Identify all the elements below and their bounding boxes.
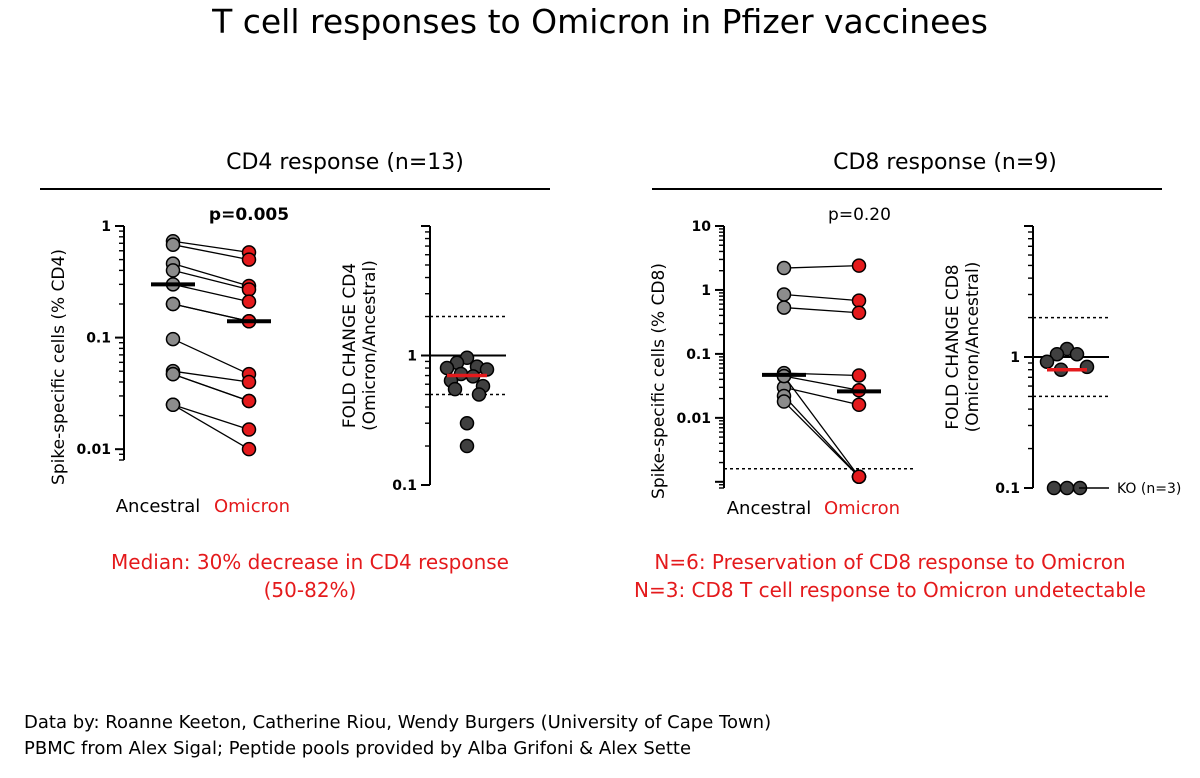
cd4-xlabel-ancestral: Ancestral (116, 496, 201, 517)
cd4-fold-fold-point (459, 438, 475, 454)
cd8-ancestral-point (776, 287, 792, 302)
cd8-fold-ylabel-line2: (Omicron/Ancestral) (963, 262, 983, 433)
cd4-ancestral-point (165, 331, 181, 347)
cd4-omicron-point (241, 294, 257, 309)
cd8-tick-label: 0.1 (686, 347, 711, 363)
cd8-tick-label: 1 (701, 283, 711, 299)
cd4-xlabel-omicron: Omicron (214, 496, 290, 517)
cd4-ylabel: Spike-specific cells (% CD4) (49, 249, 69, 485)
cd4-omicron-point (241, 393, 257, 409)
cd8-fold-fold-point (1049, 346, 1065, 362)
cd8-fold-fold-point (1046, 480, 1062, 496)
cd4-summary-line1: Median: 30% decrease in CD4 response (111, 550, 509, 574)
cd8-fold-tick-label: 0.1 (995, 481, 1020, 497)
cd8-fold-tick-label: 1 (1010, 350, 1020, 366)
cd8-fold-fold-point (1059, 480, 1075, 496)
cd4-pair-line (172, 283, 250, 303)
cd4-pair-line (172, 338, 250, 375)
cd4-section-title: CD4 response (n=13) (226, 150, 464, 175)
cd4-ancestral-point (165, 397, 181, 413)
cd8-summary: N=6: Preservation of CD8 response to Omi… (590, 548, 1190, 604)
cd8-pair-line (783, 306, 860, 314)
cd4-tick-label: 0.01 (76, 442, 111, 458)
cd4-fold-ylabel-line2: (Omicron/Ancestral) (360, 260, 380, 431)
cd8-omicron-point (851, 469, 867, 484)
cd8-ylabel: Spike-specific cells (% CD8) (649, 263, 669, 499)
cd4-tick-label: 1 (101, 219, 111, 235)
cd4-fold-tick-label: 1 (407, 349, 417, 365)
cd4-pair-line (172, 263, 250, 287)
cd8-pair-line (783, 375, 860, 478)
cd8-tick-label: 0.01 (676, 411, 711, 427)
cd8-pvalue: p=0.20 (828, 205, 891, 225)
cd8-pair-line (783, 293, 860, 302)
cd4-ancestral-point (165, 296, 181, 312)
credits-line2: PBMC from Alex Sigal; Peptide pools prov… (24, 738, 692, 759)
cd8-fold-ylabel-line1: FOLD CHANGE CD8 (943, 264, 963, 429)
cd4-omicron-point (241, 422, 257, 437)
cd4-pair-line (172, 303, 250, 322)
cd8-omicron-point (851, 397, 867, 413)
cd4-pair-line (172, 240, 250, 254)
cd8-fold-fold-point (1039, 354, 1055, 369)
cd4-summary: Median: 30% decrease in CD4 response (50… (60, 548, 560, 604)
cd8-pair-line (783, 395, 860, 478)
cd8-pair-line (783, 401, 860, 478)
cd4-omicron-point (241, 374, 257, 390)
cd4-pair-line (172, 373, 250, 402)
cd4-pvalue: p=0.005 (209, 205, 289, 225)
cd8-omicron-point (851, 368, 867, 383)
cd4-pair-line (172, 370, 250, 383)
cd8-fold-fold-point (1079, 359, 1095, 375)
cd8-xlabel-ancestral: Ancestral (727, 498, 812, 519)
cd4-pair-line (172, 404, 250, 431)
cd8-omicron-point (851, 305, 867, 321)
cd4-fold-ylabel-line1: FOLD CHANGE CD4 (340, 263, 360, 428)
cd8-pair-line (783, 264, 860, 269)
cd8-summary-line1: N=6: Preservation of CD8 response to Omi… (654, 550, 1126, 574)
cd4-pair-line (172, 269, 250, 291)
cd4-pair-line (172, 404, 250, 450)
cd8-ancestral-point (776, 394, 792, 409)
cd4-ancestral-point (165, 263, 181, 278)
cd4-pair-line (172, 244, 250, 261)
cd8-pair-line (783, 386, 860, 406)
cd4-omicron-point (241, 282, 257, 297)
cd4-omicron-point (241, 252, 257, 267)
cd4-summary-line2: (50-82%) (263, 578, 357, 602)
cd8-tick-label: 10 (692, 219, 712, 235)
cd8-xlabel-omicron: Omicron (824, 498, 900, 519)
cd8-fold-fold-point (1069, 346, 1085, 362)
cd8-omicron-point (851, 293, 867, 308)
cd4-tick-label: 0.1 (86, 331, 111, 347)
cd4-section-divider (40, 188, 550, 190)
cd8-omicron-point (851, 258, 867, 273)
cd4-fold-fold-point (439, 360, 455, 376)
cd4-omicron-point (241, 441, 257, 457)
cd4-ancestral-point (165, 366, 181, 382)
cd4-fold-fold-point (459, 415, 475, 431)
cd8-section-title: CD8 response (n=9) (833, 150, 1057, 175)
cd4-fold-fold-point (447, 381, 463, 397)
page-title: T cell responses to Omicron in Pfizer va… (212, 2, 988, 41)
cd8-fold-ko-label: KO (n=3) (1117, 481, 1181, 497)
cd8-pair-line (783, 375, 860, 391)
cd8-section-divider (652, 188, 1162, 190)
credits-line1: Data by: Roanne Keeton, Catherine Riou, … (24, 712, 772, 733)
cd4-fold-fold-point (471, 387, 487, 402)
cd4-fold-tick-label: 0.1 (392, 478, 417, 494)
cd8-summary-line2: N=3: CD8 T cell response to Omicron unde… (634, 578, 1146, 602)
cd8-ancestral-point (776, 260, 792, 276)
cd4-ancestral-point (165, 237, 181, 252)
cd8-ancestral-point (776, 300, 792, 315)
